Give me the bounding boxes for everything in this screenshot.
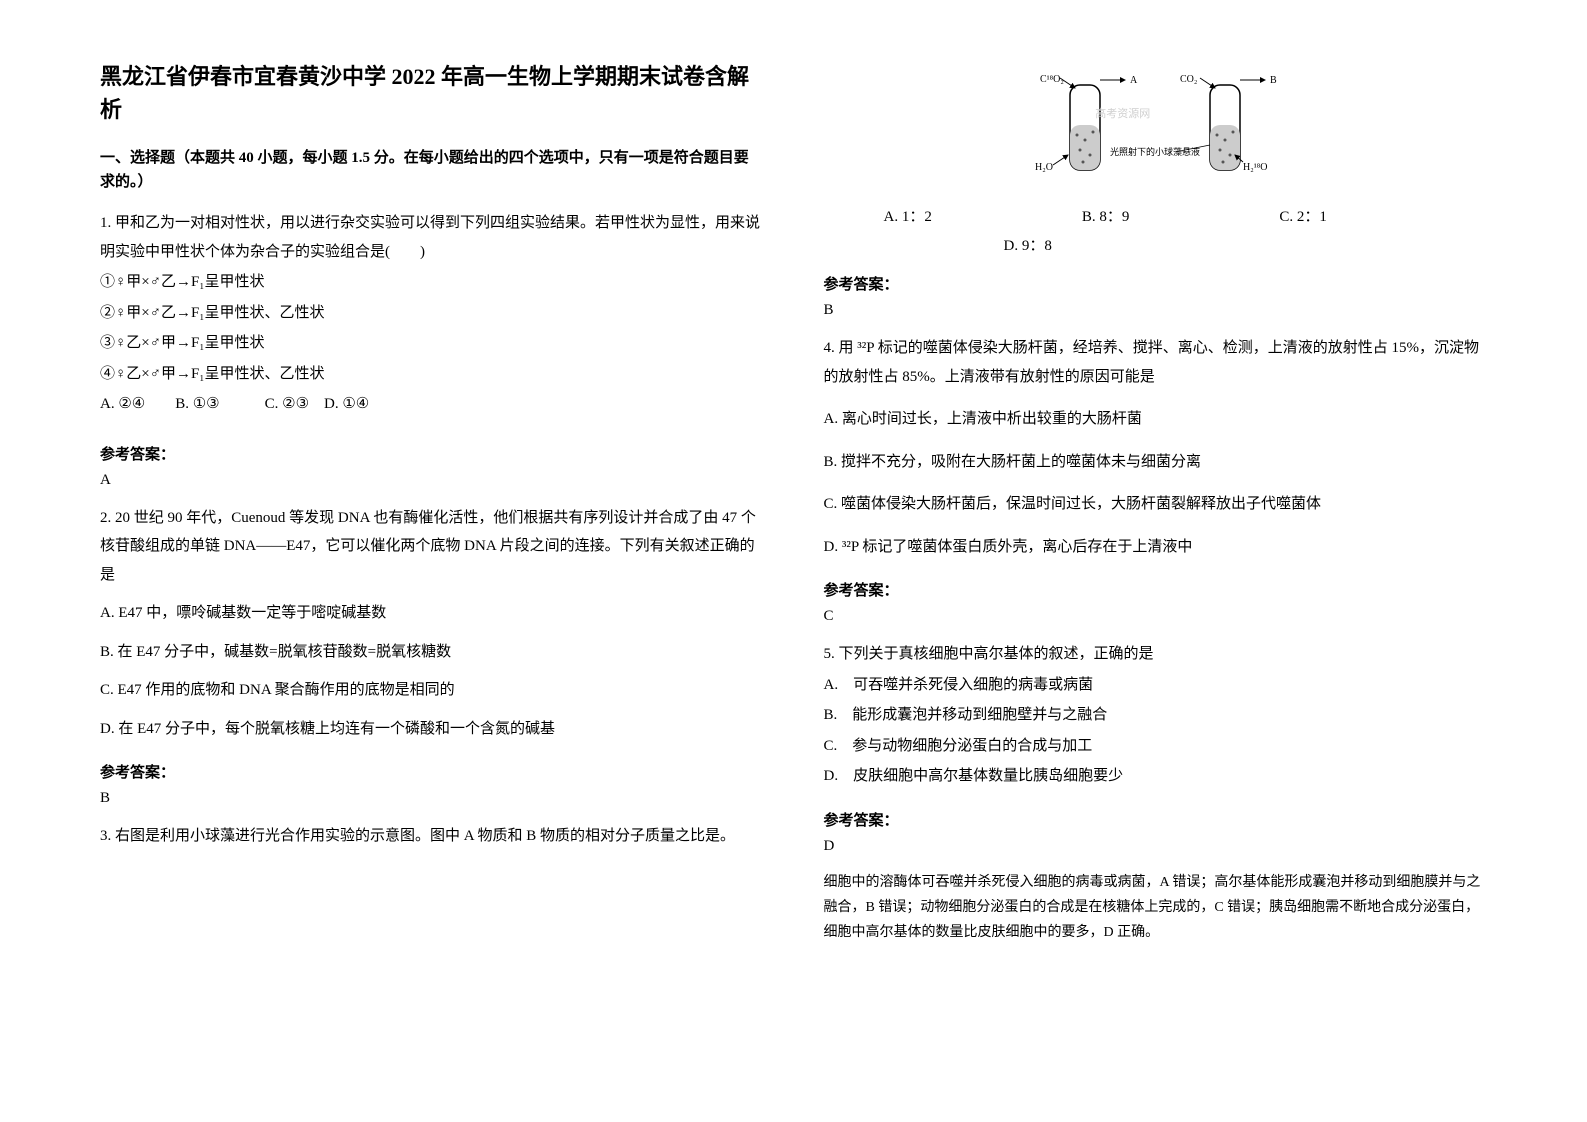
q4-optB: B. 搅拌不充分，吸附在大肠杆菌上的噬菌体未与细菌分离 xyxy=(824,448,1488,477)
q5-optD: D. 皮肤细胞中高尔基体数量比胰岛细胞要少 xyxy=(824,762,1488,791)
q3-optA: A. 1：2 xyxy=(884,205,932,226)
q3-answer-label: 参考答案： xyxy=(824,273,1488,294)
experiment-diagram-svg: C¹⁸O₂ A H₂O CO₂ B H₂¹⁸O 光照射下的小球藻悬液 xyxy=(1025,70,1285,190)
q4-optD: D. ³²P 标记了噬菌体蛋白质外壳，离心后存在于上清液中 xyxy=(824,533,1488,562)
q5-stem: 5. 下列关于真核细胞中高尔基体的叙述，正确的是 xyxy=(824,640,1488,669)
q3-answer: B xyxy=(824,302,1488,319)
q5-explanation: 细胞中的溶酶体可吞噬并杀死侵入细胞的病毒或病菌，A 错误；高尔基体能形成囊泡并移… xyxy=(824,870,1488,946)
q1-answer: A xyxy=(100,472,764,489)
q5-optB: B. 能形成囊泡并移动到细胞壁并与之融合 xyxy=(824,701,1488,730)
q1-stem: 1. 甲和乙为一对相对性状，用以进行杂交实验可以得到下列四组实验结果。若甲性状为… xyxy=(100,209,764,266)
q1-line3: ③♀乙×♂甲→F₁呈甲性状 xyxy=(100,329,764,358)
q4-optA: A. 离心时间过长，上清液中析出较重的大肠杆菌 xyxy=(824,405,1488,434)
q4-answer: C xyxy=(824,608,1488,625)
q5-answer: D xyxy=(824,838,1488,855)
diagram-right-bottom: H₂¹⁸O xyxy=(1243,162,1267,173)
q5-optC: C. 参与动物细胞分泌蛋白的合成与加工 xyxy=(824,732,1488,761)
q4-answer-label: 参考答案： xyxy=(824,579,1488,600)
left-column: 黑龙江省伊春市宜春黄沙中学 2022 年高一生物上学期期末试卷含解析 一、选择题… xyxy=(100,60,764,1062)
q1-line4: ④♀乙×♂甲→F₁呈甲性状、乙性状 xyxy=(100,360,764,389)
q2-optD: D. 在 E47 分子中，每个脱氧核糖上均连有一个磷酸和一个含氮的碱基 xyxy=(100,715,764,744)
q1-line1: ①♀甲×♂乙→F₁呈甲性状 xyxy=(100,268,764,297)
q4-stem: 4. 用 ³²P 标记的噬菌体侵染大肠杆菌，经培养、搅拌、离心、检测，上清液的放… xyxy=(824,334,1488,391)
q1-line2: ②♀甲×♂乙→F₁呈甲性状、乙性状 xyxy=(100,299,764,328)
q1-answer-label: 参考答案： xyxy=(100,443,764,464)
q2-answer-label: 参考答案： xyxy=(100,761,764,782)
question-1: 1. 甲和乙为一对相对性状，用以进行杂交实验可以得到下列四组实验结果。若甲性状为… xyxy=(100,209,764,427)
q2-optA: A. E47 中，嘌呤碱基数一定等于嘧啶碱基数 xyxy=(100,599,764,628)
question-2: 2. 20 世纪 90 年代，Cuenoud 等发现 DNA 也有酶催化活性，他… xyxy=(100,504,764,746)
right-column: C¹⁸O₂ A H₂O CO₂ B H₂¹⁸O 光照射下的小球藻悬液 高考资源网 xyxy=(824,60,1488,1062)
q3-options-row2: D. 9：8 xyxy=(824,234,1488,255)
q3-optD: D. 9：8 xyxy=(1004,234,1052,255)
q2-answer: B xyxy=(100,790,764,807)
diagram-right-top: CO₂ xyxy=(1180,74,1197,85)
diagram-b: B xyxy=(1270,75,1277,86)
q3-options-row1: A. 1：2 B. 8：9 C. 2：1 xyxy=(824,205,1488,226)
q3-diagram: C¹⁸O₂ A H₂O CO₂ B H₂¹⁸O 光照射下的小球藻悬液 高考资源网 xyxy=(1025,70,1285,190)
diagram-left-top: C¹⁸O₂ xyxy=(1040,74,1064,85)
question-4: 4. 用 ³²P 标记的噬菌体侵染大肠杆菌，经培养、搅拌、离心、检测，上清液的放… xyxy=(824,334,1488,563)
diagram-left-bottom: H₂O xyxy=(1035,162,1053,173)
q5-answer-label: 参考答案： xyxy=(824,809,1488,830)
q5-optA: A. 可吞噬并杀死侵入细胞的病毒或病菌 xyxy=(824,671,1488,700)
question-5: 5. 下列关于真核细胞中高尔基体的叙述，正确的是 A. 可吞噬并杀死侵入细胞的病… xyxy=(824,640,1488,793)
q2-optB: B. 在 E47 分子中，碱基数=脱氧核苷酸数=脱氧核糖数 xyxy=(100,638,764,667)
q1-options: A. ②④ B. ①③ C. ②③ D. ①④ xyxy=(100,390,764,419)
q2-optC: C. E47 作用的底物和 DNA 聚合酶作用的底物是相同的 xyxy=(100,676,764,705)
q3-optB: B. 8：9 xyxy=(1082,205,1130,226)
diagram-a: A xyxy=(1130,75,1138,86)
q3-optC: C. 2：1 xyxy=(1279,205,1327,226)
watermark: 高考资源网 xyxy=(1095,105,1150,121)
section-header: 一、选择题（本题共 40 小题，每小题 1.5 分。在每小题给出的四个选项中，只… xyxy=(100,146,764,194)
question-3-stem: 3. 右图是利用小球藻进行光合作用实验的示意图。图中 A 物质和 B 物质的相对… xyxy=(100,822,764,851)
exam-title: 黑龙江省伊春市宜春黄沙中学 2022 年高一生物上学期期末试卷含解析 xyxy=(100,60,764,126)
q4-optC: C. 噬菌体侵染大肠杆菌后，保温时间过长，大肠杆菌裂解释放出子代噬菌体 xyxy=(824,490,1488,519)
diagram-bottom-label: 光照射下的小球藻悬液 xyxy=(1110,146,1200,157)
q2-stem: 2. 20 世纪 90 年代，Cuenoud 等发现 DNA 也有酶催化活性，他… xyxy=(100,504,764,590)
